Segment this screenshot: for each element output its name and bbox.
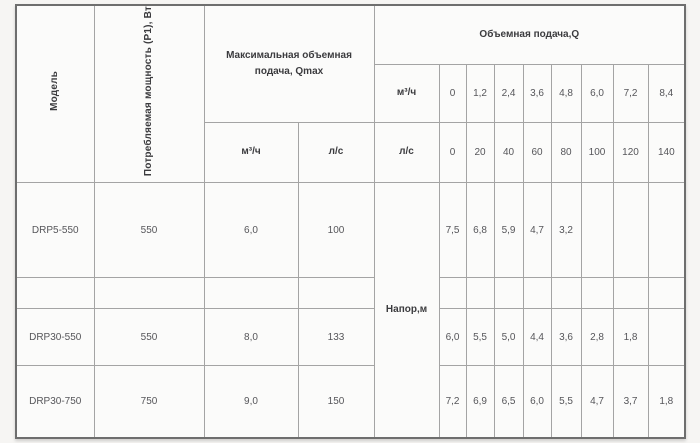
qmax-m3h-cell bbox=[203, 277, 299, 310]
head-value bbox=[465, 277, 495, 310]
head-value: 6,0 bbox=[522, 365, 552, 439]
col-header-q: Объемная подача,Q bbox=[373, 4, 686, 65]
model-cell bbox=[15, 277, 95, 310]
qmax-header-line2: подача, Qmax bbox=[254, 65, 324, 77]
qmax-unit-m3h-label: м³/ч bbox=[203, 121, 299, 184]
qmax-ls-cell: 133 bbox=[297, 308, 375, 367]
model-cell: DRP5-550 bbox=[15, 182, 95, 279]
head-value: 6,0 bbox=[438, 308, 467, 367]
flow-m3h-value: 2,4 bbox=[493, 63, 524, 123]
head-value: 6,9 bbox=[465, 365, 495, 439]
flow-ls-value: 0 bbox=[438, 121, 467, 184]
flow-ls-value: 140 bbox=[647, 121, 686, 184]
model-cell: DRP30-750 bbox=[15, 365, 95, 439]
head-value: 7,2 bbox=[438, 365, 467, 439]
head-value bbox=[580, 182, 614, 279]
head-value: 1,8 bbox=[612, 308, 649, 367]
power-cell: 550 bbox=[93, 182, 205, 279]
flow-m3h-value: 8,4 bbox=[647, 63, 686, 123]
qmax-header-line1: Максимальная объемная bbox=[226, 49, 352, 61]
table-row-spacer bbox=[15, 277, 686, 310]
power-header-label: Потребляемая мощность (P1), Вт bbox=[143, 6, 154, 177]
table-row-drp5-550: DRP5-550 550 6,0 100 Напор,м 7,5 6,8 5,9… bbox=[15, 182, 686, 439]
flow-m3h-row: м³/ч 0 1,2 2,4 3,6 4,8 6,0 7,2 8,4 bbox=[16, 63, 686, 123]
flow-ls-value: 20 bbox=[465, 121, 495, 184]
flow-ls-value: 40 bbox=[493, 121, 524, 184]
flow-ls-value: 60 bbox=[522, 121, 552, 184]
flow-ls-value: 120 bbox=[612, 121, 649, 184]
head-value: 4,4 bbox=[522, 308, 552, 367]
flow-m3h-value: 6,0 bbox=[580, 63, 614, 123]
head-value: 5,5 bbox=[465, 308, 495, 367]
col-header-model: Модель bbox=[15, 4, 95, 184]
qmax-m3h-cell: 9,0 bbox=[203, 365, 299, 439]
flow-m3h-value: 0 bbox=[438, 63, 467, 123]
model-header-label: Модель bbox=[49, 71, 61, 112]
flow-ls-row: м³/ч л/с л/с 0 20 40 60 80 100 120 140 bbox=[16, 121, 686, 184]
flow-m3h-value: 1,2 bbox=[465, 63, 495, 123]
col-header-power: Потребляемая мощность (P1), Вт bbox=[93, 4, 205, 184]
head-value: 6,5 bbox=[493, 365, 524, 439]
head-value bbox=[647, 277, 686, 310]
head-value bbox=[612, 277, 649, 310]
head-value: 3,7 bbox=[612, 365, 649, 439]
q-unit-ls-label: л/с bbox=[373, 121, 440, 184]
qmax-ls-cell bbox=[297, 277, 375, 310]
power-cell: 550 bbox=[93, 308, 205, 367]
head-value: 4,7 bbox=[522, 182, 552, 279]
head-value bbox=[550, 277, 582, 310]
head-value: 7,5 bbox=[438, 182, 467, 279]
flow-m3h-value: 4,8 bbox=[550, 63, 582, 123]
power-cell: 750 bbox=[93, 365, 205, 439]
head-value: 5,0 bbox=[493, 308, 524, 367]
head-value: 4,7 bbox=[580, 365, 614, 439]
head-value: 3,2 bbox=[550, 182, 582, 279]
head-value bbox=[647, 308, 686, 367]
qmax-ls-cell: 100 bbox=[297, 182, 375, 279]
col-header-qmax: Максимальная объемная подача, Qmax bbox=[203, 4, 375, 123]
header-row-top: Модель Потребляемая мощность (P1), Вт Ма… bbox=[15, 4, 686, 184]
head-value: 5,9 bbox=[493, 182, 524, 279]
head-value bbox=[438, 277, 467, 310]
head-value bbox=[612, 182, 649, 279]
head-value: 3,6 bbox=[550, 308, 582, 367]
qmax-ls-cell: 150 bbox=[297, 365, 375, 439]
head-value: 2,8 bbox=[580, 308, 614, 367]
head-value: 6,8 bbox=[465, 182, 495, 279]
model-cell: DRP30-550 bbox=[15, 308, 95, 367]
pump-spec-table: Модель Потребляемая мощность (P1), Вт Ма… bbox=[15, 4, 687, 439]
head-value: 1,8 bbox=[647, 365, 686, 439]
qmax-m3h-cell: 8,0 bbox=[203, 308, 299, 367]
q-unit-m3h-label: м³/ч bbox=[373, 63, 440, 123]
qmax-unit-ls-label: л/с bbox=[297, 121, 375, 184]
table-row-drp30-750: DRP30-750 750 9,0 150 7,2 6,9 6,5 6,0 5,… bbox=[15, 365, 686, 439]
power-cell bbox=[93, 277, 205, 310]
head-value bbox=[647, 182, 686, 279]
head-value bbox=[522, 277, 552, 310]
table-row-drp30-550: DRP30-550 550 8,0 133 6,0 5,5 5,0 4,4 3,… bbox=[15, 308, 686, 367]
flow-m3h-value: 3,6 bbox=[522, 63, 552, 123]
head-value: 5,5 bbox=[550, 365, 582, 439]
flow-ls-value: 80 bbox=[550, 121, 582, 184]
qmax-m3h-cell: 6,0 bbox=[203, 182, 299, 279]
flow-m3h-value: 7,2 bbox=[612, 63, 649, 123]
head-row-label: Напор,м bbox=[373, 182, 440, 439]
head-value bbox=[493, 277, 524, 310]
flow-ls-value: 100 bbox=[580, 121, 614, 184]
head-value bbox=[580, 277, 614, 310]
